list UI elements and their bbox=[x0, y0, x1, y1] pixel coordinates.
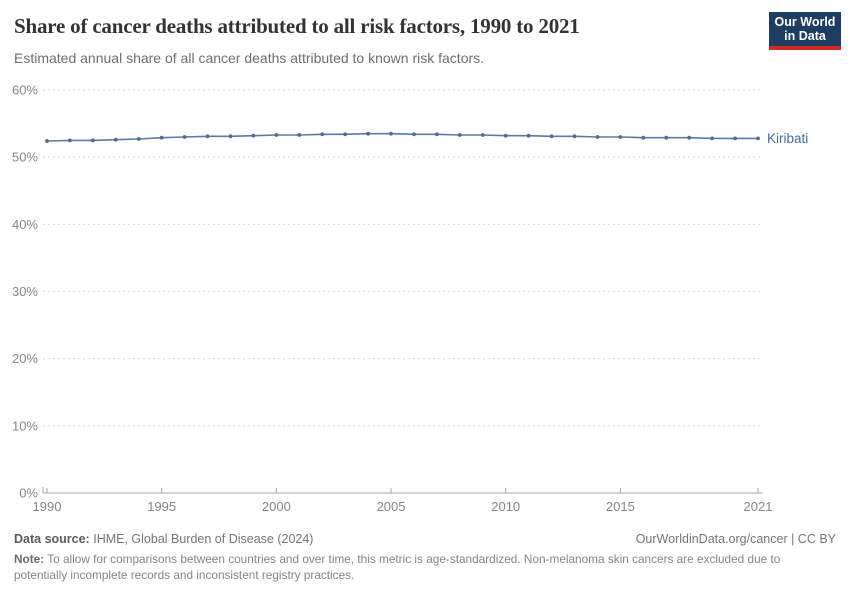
y-axis-tick-label: 30% bbox=[12, 284, 38, 299]
y-axis-tick-label: 0% bbox=[19, 486, 38, 501]
data-source-value: IHME, Global Burden of Disease (2024) bbox=[93, 532, 314, 546]
data-point[interactable] bbox=[526, 133, 531, 138]
footnote-label: Note: bbox=[14, 552, 45, 566]
data-point[interactable] bbox=[549, 134, 554, 139]
y-axis-tick-label: 40% bbox=[12, 217, 38, 232]
data-point[interactable] bbox=[435, 132, 439, 137]
footnote-text: To allow for comparisons between countri… bbox=[14, 552, 781, 582]
y-axis-tick-label: 20% bbox=[12, 351, 38, 366]
data-point[interactable] bbox=[756, 136, 760, 141]
data-point[interactable] bbox=[457, 133, 462, 137]
x-axis-tick-label: 2010 bbox=[491, 499, 520, 514]
data-point[interactable] bbox=[113, 137, 118, 142]
y-axis-tick-label: 50% bbox=[12, 150, 38, 165]
data-point[interactable] bbox=[389, 131, 393, 136]
chart-subtitle: Estimated annual share of all cancer dea… bbox=[14, 50, 485, 66]
data-point[interactable] bbox=[182, 135, 187, 139]
attribution-link[interactable]: OurWorldinData.org/cancer | CC BY bbox=[635, 532, 836, 546]
data-point[interactable] bbox=[366, 131, 370, 136]
data-point[interactable] bbox=[136, 137, 141, 141]
data-point[interactable] bbox=[480, 133, 485, 137]
page-title: Share of cancer deaths attributed to all… bbox=[14, 14, 580, 38]
data-point[interactable] bbox=[343, 132, 348, 137]
data-point[interactable] bbox=[228, 134, 233, 139]
data-point[interactable] bbox=[503, 133, 508, 138]
footnote: Note: To allow for comparisons between c… bbox=[14, 552, 836, 583]
y-axis-tick-label: 10% bbox=[12, 418, 38, 433]
x-axis-tick-label: 2000 bbox=[262, 499, 291, 514]
x-axis-tick-label: 2021 bbox=[744, 499, 773, 514]
data-source-text: Data source: IHME, Global Burden of Dise… bbox=[14, 532, 313, 546]
owid-logo[interactable]: Our World in Data bbox=[769, 12, 841, 50]
data-point[interactable] bbox=[664, 135, 669, 140]
data-point[interactable] bbox=[320, 132, 325, 137]
data-point[interactable] bbox=[205, 134, 210, 139]
data-point[interactable] bbox=[412, 132, 416, 137]
data-point[interactable] bbox=[45, 139, 49, 143]
data-point[interactable] bbox=[618, 135, 623, 139]
owid-logo-line2: in Data bbox=[784, 29, 826, 43]
entity-label[interactable]: Kiribati bbox=[767, 131, 808, 146]
data-line[interactable] bbox=[46, 132, 758, 142]
data-point[interactable] bbox=[251, 133, 256, 138]
data-point[interactable] bbox=[687, 135, 692, 140]
data-point[interactable] bbox=[641, 135, 646, 140]
y-axis-tick-label: 60% bbox=[12, 83, 38, 98]
data-point[interactable] bbox=[274, 133, 279, 137]
x-axis-tick-label: 2005 bbox=[377, 499, 406, 514]
line-chart[interactable]: 0% 10% 20% 30% 40% 50% 60% 1990 1995 2000 2005 2010… bbox=[0, 0, 850, 530]
footer: Data source: IHME, Global Burden of Dise… bbox=[14, 532, 836, 546]
data-point[interactable] bbox=[297, 133, 302, 137]
data-point[interactable] bbox=[572, 134, 577, 139]
data-point[interactable] bbox=[68, 138, 72, 143]
data-point[interactable] bbox=[159, 135, 164, 140]
x-axis-tick-label: 1990 bbox=[33, 499, 62, 514]
data-source-label: Data source: bbox=[14, 532, 90, 546]
owid-logo-line1: Our World bbox=[774, 15, 836, 29]
x-axis-tick-label: 2015 bbox=[606, 499, 635, 514]
data-point[interactable] bbox=[733, 136, 737, 141]
data-point[interactable] bbox=[595, 135, 600, 139]
x-axis-tick-label: 1995 bbox=[147, 499, 176, 514]
data-point[interactable] bbox=[91, 138, 95, 143]
data-point[interactable] bbox=[710, 136, 714, 141]
